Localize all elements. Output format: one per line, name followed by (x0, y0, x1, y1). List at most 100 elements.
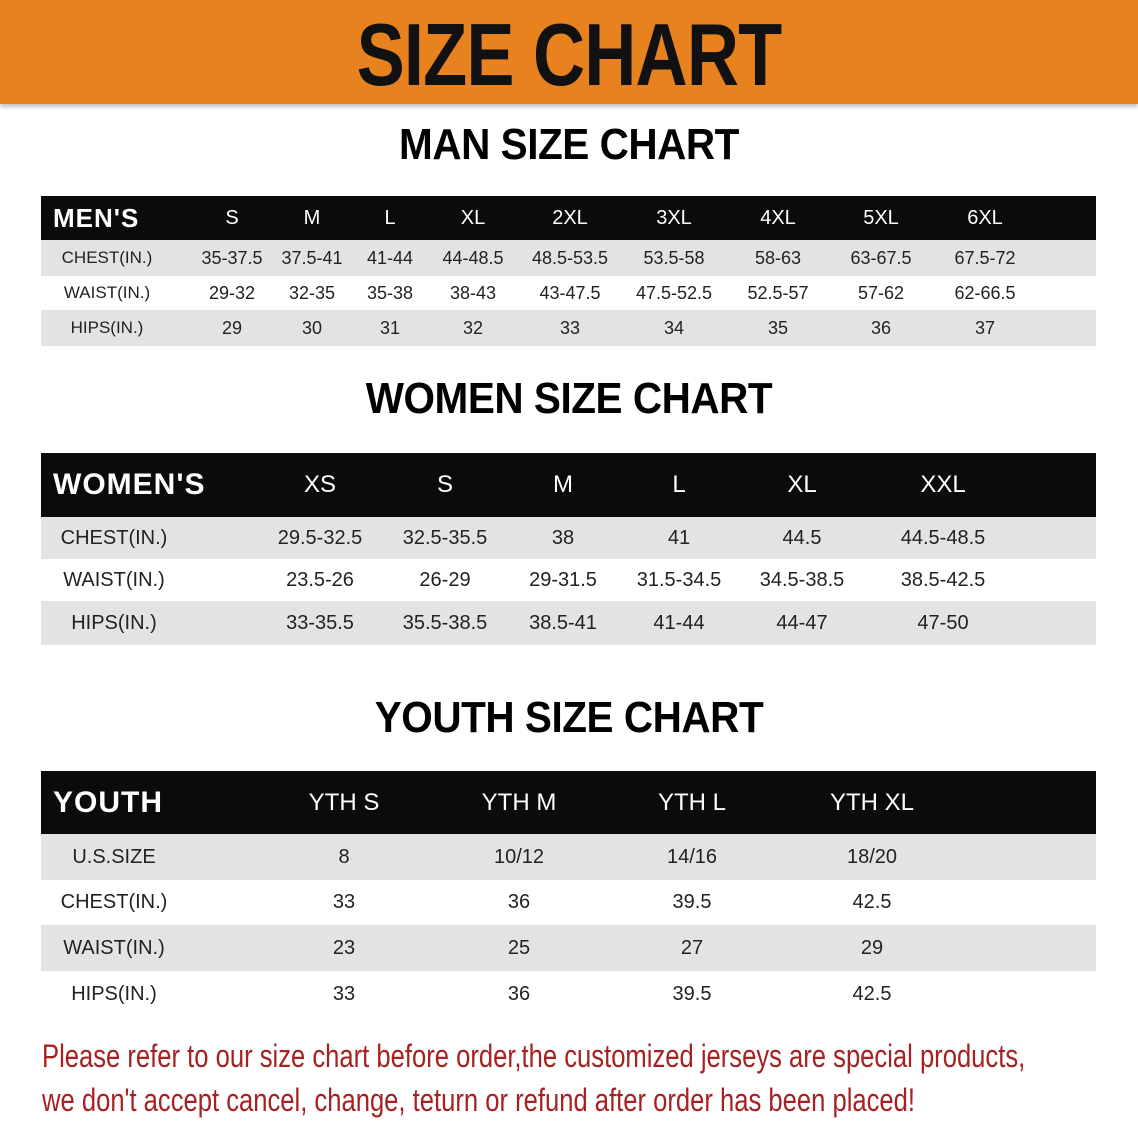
table-cell: 32-35 (288, 282, 336, 303)
table-cell: 38.5-42.5 (900, 568, 986, 591)
table-cell: 29-31.5 (529, 568, 597, 591)
table-header-row: YOUTH YTH S YTH M YTH L YTH XL (41, 771, 1096, 834)
table-cell: 33 (559, 317, 581, 338)
table-cell: 47-50 (917, 611, 969, 634)
table-row: WAIST(IN.) 23.5-26 26-29 29-31.5 31.5-34.5 34… (41, 559, 1096, 601)
table-cell: 38.5-41 (529, 611, 597, 634)
table-cell: 38-43 (449, 282, 497, 303)
table-cell: 44-48.5 (442, 247, 504, 268)
measurement-label: CHEST(IN.) (61, 248, 153, 267)
table-cell: 52.5-57 (747, 282, 809, 303)
table-row: CHEST(IN.) 33 36 39.5 42.5 (41, 880, 1096, 925)
table-cell: 29-32 (208, 282, 256, 303)
table-cell: 53.5-58 (643, 247, 705, 268)
table-cell: 30 (301, 317, 323, 338)
table-cell: 44-47 (776, 611, 828, 634)
table-cell: 37.5-41 (281, 247, 343, 268)
table-cell: 35.5-38.5 (402, 611, 488, 634)
table-cell: 31.5-34.5 (636, 568, 722, 591)
table-row: CHEST(IN.) 29.5-32.5 32.5-35.5 38 41 44.5 44.5… (41, 517, 1096, 559)
table-cell: 34.5-38.5 (759, 568, 845, 591)
table-cell: 41-44 (366, 247, 414, 268)
table-cell: 10/12 (493, 845, 545, 868)
table-cell: 27 (680, 936, 704, 959)
table-cell: 35-37.5 (201, 247, 263, 268)
order-notice-line-2: we don't accept cancel, change, teturn o… (42, 1082, 915, 1118)
size-header-cell: XL (787, 471, 817, 498)
table-row: WAIST(IN.) 23 25 27 29 (41, 925, 1096, 971)
table-title-cell: YOUTH (53, 785, 163, 819)
table-cell: 43-47.5 (539, 282, 601, 303)
measurement-label: CHEST(IN.) (60, 526, 168, 549)
table-cell: 29.5-32.5 (277, 526, 363, 549)
men-section-title: MAN SIZE CHART (399, 120, 739, 169)
size-header-cell: 5XL (863, 206, 899, 229)
women-size-table: WOMEN'S XS S M L XL XXL CHEST(IN.) 29.5-32.5 32.5… (41, 453, 1096, 645)
size-header-cell: YTH XL (829, 788, 915, 816)
table-cell: 41 (667, 526, 691, 549)
table-row: CHEST(IN.) 35-37.5 37.5-41 41-44 44-48.5 48.5… (41, 240, 1096, 276)
table-title-cell: MEN'S (53, 202, 140, 233)
table-cell: 33 (332, 982, 356, 1005)
table-cell: 34 (663, 317, 685, 338)
table-cell: 18/20 (846, 845, 898, 868)
table-cell: 36 (507, 891, 531, 913)
table-cell: 58-63 (754, 247, 802, 268)
table-title-cell: WOMEN'S (53, 468, 206, 501)
table-cell: 23 (332, 936, 356, 959)
table-cell: 36 (507, 982, 531, 1005)
men-size-table: MEN'S S M L XL 2XL 3XL 4XL 5XL 6XL CHEST(IN.) 35-37… (41, 196, 1096, 346)
order-notice-line-1: Please refer to our size chart before or… (42, 1038, 1026, 1074)
table-cell: 26-29 (419, 568, 471, 591)
table-row: U.S.SIZE 8 10/12 14/16 18/20 (41, 834, 1096, 880)
table-row: HIPS(IN.) 29 30 31 32 33 34 35 36 37 (41, 310, 1096, 346)
table-cell: 42.5 (852, 982, 892, 1005)
table-cell: 41-44 (653, 611, 705, 634)
measurement-label: WAIST(IN.) (63, 283, 151, 302)
table-cell: 67.5-72 (954, 247, 1016, 268)
table-cell: 33 (332, 891, 356, 913)
table-cell: 38 (551, 526, 575, 549)
table-cell: 29 (221, 317, 243, 338)
table-cell: 32.5-35.5 (402, 526, 488, 549)
table-cell: 39.5 (672, 891, 712, 913)
size-header-cell: 3XL (656, 206, 692, 229)
size-header-cell: S (225, 206, 239, 229)
size-header-cell: M (553, 471, 573, 498)
size-header-cell: XS (303, 471, 336, 498)
table-cell: 63-67.5 (850, 247, 912, 268)
measurement-label: U.S.SIZE (72, 845, 156, 868)
table-cell: 39.5 (672, 982, 712, 1005)
measurement-label: HIPS(IN.) (71, 611, 157, 634)
size-chart-banner: SIZE CHART (0, 0, 1138, 104)
table-cell: 35 (767, 317, 789, 338)
table-cell: 44.5 (782, 526, 822, 549)
size-header-cell: 4XL (760, 206, 796, 229)
table-cell: 42.5 (852, 891, 892, 913)
size-header-cell: YTH S (308, 788, 380, 816)
table-cell: 8 (338, 845, 350, 868)
table-cell: 35-38 (366, 282, 414, 303)
size-header-cell: 6XL (967, 206, 1003, 229)
table-cell: 14/16 (666, 845, 718, 868)
measurement-label: HIPS(IN.) (70, 318, 144, 337)
table-cell: 33-35.5 (286, 611, 354, 634)
table-header-row: MEN'S S M L XL 2XL 3XL 4XL 5XL 6XL (41, 196, 1096, 240)
measurement-label: CHEST(IN.) (60, 891, 168, 913)
measurement-label: WAIST(IN.) (63, 936, 165, 959)
table-cell: 31 (379, 317, 401, 338)
table-row: HIPS(IN.) 33 36 39.5 42.5 (41, 971, 1096, 1017)
youth-size-table: YOUTH YTH S YTH M YTH L YTH XL U.S.SIZE 8 10/12… (41, 771, 1096, 1017)
women-section-title: WOMEN SIZE CHART (365, 374, 773, 423)
table-cell: 37 (974, 317, 996, 338)
table-cell: 36 (870, 317, 892, 338)
table-cell: 23.5-26 (286, 568, 354, 591)
banner-title: SIZE CHART (356, 5, 783, 104)
table-cell: 62-66.5 (954, 282, 1016, 303)
table-cell: 25 (507, 936, 531, 959)
table-header-row: WOMEN'S XS S M L XL XXL (41, 453, 1096, 517)
table-row: HIPS(IN.) 33-35.5 35.5-38.5 38.5-41 41-44 44-… (41, 601, 1096, 645)
size-header-cell: M (303, 206, 321, 229)
table-cell: 57-62 (857, 282, 905, 303)
table-row: WAIST(IN.) 29-32 32-35 35-38 38-43 43-47.5 47.… (41, 276, 1096, 310)
